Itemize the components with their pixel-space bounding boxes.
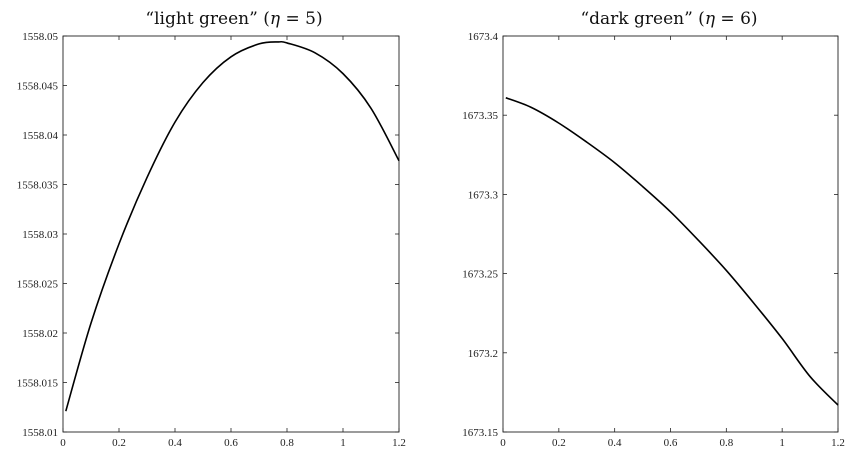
x-tick-label-right: 0.6 bbox=[664, 437, 678, 449]
x-tick-label-left: 0 bbox=[60, 437, 66, 449]
y-tick-label-right: 1673.2 bbox=[468, 348, 498, 360]
y-tick-label-left: 1558.05 bbox=[22, 31, 58, 43]
chart-panel-right: “dark green” (η = 6) 0 0.2 0.4 0.6 0.8 1 1.2 1… bbox=[462, 9, 845, 449]
chart-title-left: “light green” (η = 5) bbox=[145, 9, 322, 29]
x-axis-ticks-left: 0 0.2 0.4 0.6 0.8 1 1.2 bbox=[60, 36, 406, 449]
x-tick-label-right: 1 bbox=[779, 437, 785, 449]
chart-title-right: “dark green” (η = 6) bbox=[580, 9, 757, 29]
chart-title-left-value: = 5 bbox=[285, 9, 315, 29]
y-axis-ticks-right: 1673.15 1673.2 1673.25 1673.3 1673.35 1673.4 bbox=[462, 31, 838, 439]
chart-title-right-quoted: “dark green” bbox=[580, 9, 692, 29]
y-tick-label-right: 1673.15 bbox=[462, 427, 498, 439]
y-tick-label-right: 1673.4 bbox=[468, 31, 499, 43]
x-tick-label-right: 0.4 bbox=[608, 437, 622, 449]
y-tick-label-left: 1558.02 bbox=[22, 328, 58, 340]
x-tick-label-right: 1.2 bbox=[831, 437, 845, 449]
y-tick-label-left: 1558.025 bbox=[17, 279, 59, 291]
data-line-left bbox=[65, 40, 400, 412]
y-tick-label-left: 1558.03 bbox=[22, 229, 58, 241]
y-tick-label-left: 1558.01 bbox=[22, 427, 58, 439]
chart-title-left-quoted: “light green” bbox=[145, 9, 257, 29]
x-tick-label-left: 1 bbox=[340, 437, 346, 449]
chart-panel-left: “light green” (η = 5) 0 0.2 0.4 0.6 0.8 1 1.2 … bbox=[17, 9, 406, 449]
x-axis-ticks-right: 0 0.2 0.4 0.6 0.8 1 1.2 bbox=[500, 36, 845, 449]
x-tick-label-left: 0.6 bbox=[224, 437, 238, 449]
x-tick-label-right: 0.8 bbox=[719, 437, 733, 449]
y-tick-label-left: 1558.015 bbox=[17, 378, 59, 390]
plot-area-left bbox=[62, 35, 400, 433]
chart-title-right-eta: η bbox=[705, 9, 716, 29]
x-tick-label-left: 0.8 bbox=[280, 437, 294, 449]
y-tick-label-right: 1673.25 bbox=[462, 269, 498, 281]
y-axis-ticks-left: 1558.01 1558.015 1558.02 1558.025 1558.03 155… bbox=[17, 31, 399, 439]
y-tick-label-right: 1673.35 bbox=[462, 110, 498, 122]
data-line-right bbox=[505, 97, 839, 406]
y-tick-label-left: 1558.035 bbox=[17, 180, 59, 192]
chart-title-right-value: = 6 bbox=[720, 9, 750, 29]
y-tick-label-left: 1558.04 bbox=[22, 130, 58, 142]
x-tick-label-left: 0.2 bbox=[112, 437, 126, 449]
x-tick-label-left: 1.2 bbox=[392, 437, 406, 449]
x-tick-label-right: 0 bbox=[500, 437, 506, 449]
y-tick-label-right: 1673.3 bbox=[468, 189, 499, 201]
y-tick-label-left: 1558.045 bbox=[17, 81, 59, 93]
x-tick-label-right: 0.2 bbox=[552, 437, 566, 449]
chart-title-left-eta: η bbox=[270, 9, 281, 29]
x-tick-label-left: 0.4 bbox=[168, 437, 182, 449]
plot-area-right bbox=[502, 35, 839, 433]
